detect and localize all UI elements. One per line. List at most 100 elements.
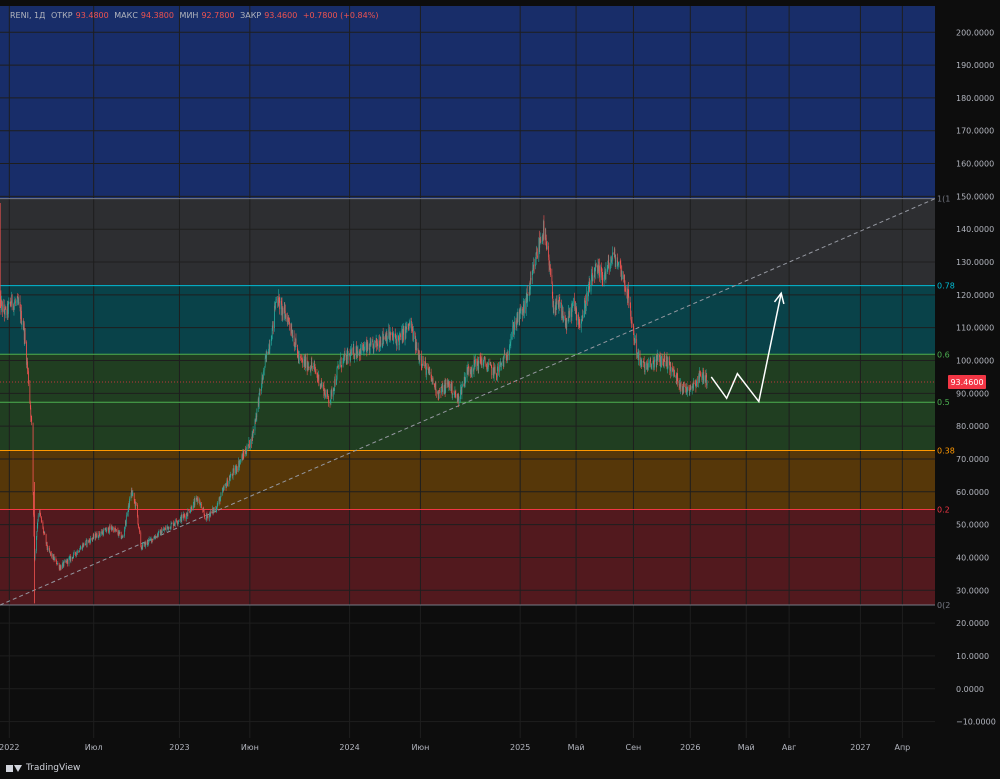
candle-body-942 [613, 248, 615, 254]
candle-body-368 [239, 462, 240, 467]
candle-body-465 [302, 359, 303, 363]
candle-body-1050 [683, 383, 685, 387]
candle-body-756 [492, 367, 494, 376]
candle-body-186 [120, 532, 122, 539]
candle-body-604 [393, 337, 394, 339]
candle-body-564 [366, 342, 368, 352]
candle-body-899 [585, 304, 587, 309]
candle-body-515 [334, 378, 336, 385]
candle-body-402 [261, 377, 263, 388]
candle-body-282 [183, 514, 184, 518]
candle-body-692 [450, 383, 452, 391]
candle-body-170 [109, 526, 111, 530]
candle-body-680 [442, 385, 444, 395]
candle-body-486 [316, 372, 318, 375]
candle-body-379 [246, 450, 247, 454]
candle-body-651 [424, 365, 425, 366]
candle-body-308 [200, 504, 201, 505]
candle-body-973 [634, 338, 635, 341]
candle-body-913 [594, 267, 596, 279]
candle-body-576 [375, 340, 377, 344]
candle-body-69 [43, 532, 45, 534]
candle-body-343 [222, 488, 224, 491]
candle-body-233 [151, 538, 152, 543]
candle-body-151 [97, 537, 99, 538]
close-value: 93.4600 [264, 11, 298, 20]
candle-body-483 [314, 364, 315, 367]
candle-body-37 [23, 323, 25, 329]
price-tick-9: 80.0000 [956, 422, 989, 431]
candle-body-399 [259, 389, 260, 393]
candle-body-471 [306, 357, 308, 371]
candle-body-1083 [705, 374, 707, 377]
candle-body-362 [235, 465, 237, 469]
candle-body-305 [197, 498, 199, 502]
candle-body-324 [210, 510, 212, 517]
candle-body-699 [455, 391, 456, 395]
candle-body-509 [331, 390, 332, 392]
candle-body-169 [109, 526, 110, 533]
candle-body-303 [196, 498, 198, 502]
candle-body-279 [180, 515, 182, 522]
candle-body-70 [44, 532, 46, 535]
candle-body-172 [111, 526, 113, 530]
candle-body-33 [20, 310, 22, 319]
candle-body-202 [131, 490, 132, 496]
candle-body-625 [406, 323, 408, 330]
candle-body-1002 [653, 360, 654, 362]
candle-body-633 [412, 326, 413, 332]
candle-body-816 [531, 272, 533, 281]
candle-body-850 [553, 307, 555, 309]
candle-body-155 [99, 533, 101, 536]
candle-body-649 [422, 359, 424, 366]
candle-body-953 [620, 270, 622, 275]
candle-body-211 [137, 504, 138, 517]
candle-body-293 [190, 509, 191, 512]
symbol-legend[interactable]: RENI, 1Д ОТКР 93.4800 МАКС 94.3800 МИН 92.7… [10, 11, 381, 20]
candle-body-369 [239, 460, 241, 463]
candle-body-415 [269, 344, 271, 350]
candle-body-928 [604, 271, 606, 273]
candle-body-58 [36, 525, 38, 532]
candle-body-824 [536, 251, 538, 256]
candle-body-552 [359, 352, 361, 356]
candle-body-523 [340, 357, 342, 362]
candle-body-819 [533, 264, 535, 271]
projection-path [710, 293, 782, 404]
candle-body-366 [238, 461, 239, 471]
candle-body-432 [281, 301, 282, 304]
candle-body-1008 [656, 354, 658, 357]
candle-body-288 [187, 515, 188, 517]
candle-body-520 [338, 366, 339, 367]
candle-body-386 [251, 439, 253, 445]
time-tick-3: Июн [241, 743, 259, 752]
candle-body-908 [591, 273, 593, 275]
candle-body-208 [134, 501, 136, 507]
tradingview-brand[interactable]: TradingView [6, 763, 80, 773]
candle-body-522 [339, 361, 341, 365]
candle-body-1068 [696, 381, 697, 388]
candle-body-395 [256, 408, 258, 417]
close-label: ЗАКР [240, 11, 262, 20]
candle-body-980 [638, 351, 639, 360]
candle-body-267 [173, 524, 175, 526]
candle-body-55 [34, 550, 36, 560]
candle-body-711 [463, 384, 465, 386]
candle-body-1085 [706, 381, 708, 386]
candle-body-931 [606, 266, 608, 270]
candle-body-65 [41, 517, 42, 523]
candle-body-284 [184, 515, 185, 517]
candle-body-236 [153, 538, 155, 541]
candle-body-440 [285, 315, 287, 318]
candle-body-688 [448, 381, 449, 387]
candle-body-1078 [702, 369, 704, 378]
candle-body-503 [327, 390, 329, 395]
candle-body-364 [236, 468, 238, 471]
candle-body-1009 [657, 354, 659, 361]
symbol-label[interactable]: RENI, 1Д [10, 11, 46, 20]
candle-body-231 [150, 538, 151, 540]
fib-zones [0, 6, 935, 606]
candle-body-494 [321, 382, 322, 387]
candle-body-405 [262, 370, 264, 379]
